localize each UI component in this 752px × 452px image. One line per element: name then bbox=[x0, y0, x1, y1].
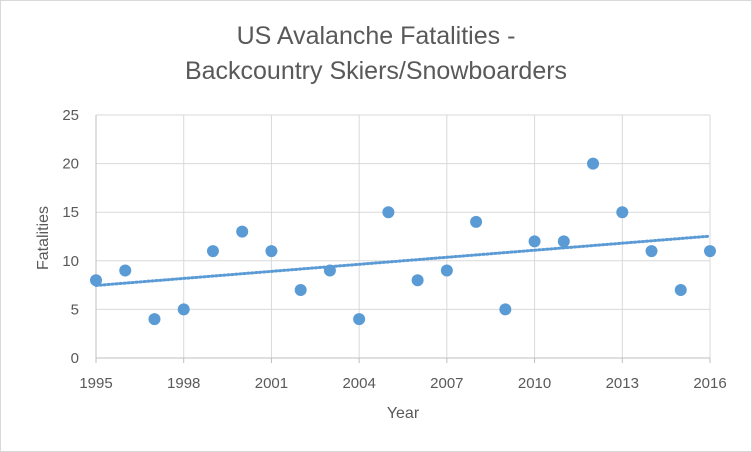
trendline bbox=[94, 234, 712, 287]
x-tick-label: 2001 bbox=[255, 375, 288, 392]
data-point bbox=[177, 303, 190, 316]
trendline-layer bbox=[94, 234, 712, 287]
data-point bbox=[148, 313, 161, 326]
data-point bbox=[236, 225, 249, 238]
data-point bbox=[323, 264, 336, 277]
tick-labels: 0 5 10 15 20 25 1995 1998 2001 2004 2007 2010 2013 20… bbox=[62, 107, 726, 392]
x-tick-label: 1998 bbox=[167, 375, 200, 392]
chart-title: US Avalanche Fatalities - Backcountry Sk… bbox=[1, 19, 751, 89]
chart-title-line-1: US Avalanche Fatalities - bbox=[236, 22, 516, 50]
x-tick-label: 2013 bbox=[606, 375, 639, 392]
x-tick-label: 2016 bbox=[693, 375, 726, 392]
data-point bbox=[294, 283, 307, 296]
data-point bbox=[382, 206, 395, 219]
data-point bbox=[616, 206, 629, 219]
y-tick-label: 20 bbox=[62, 156, 79, 173]
data-point bbox=[206, 245, 219, 258]
data-point bbox=[440, 264, 453, 277]
data-point bbox=[353, 313, 366, 326]
y-tick-label: 25 bbox=[62, 107, 79, 124]
data-point bbox=[674, 283, 687, 296]
data-point bbox=[645, 245, 658, 258]
data-point bbox=[265, 245, 278, 258]
x-axis-title: Year bbox=[387, 405, 420, 422]
data-point bbox=[499, 303, 512, 316]
data-point bbox=[90, 274, 102, 287]
gridlines bbox=[96, 114, 711, 358]
data-points bbox=[90, 157, 716, 326]
y-tick-label: 0 bbox=[71, 350, 79, 367]
y-tick-label: 5 bbox=[71, 301, 79, 318]
x-tick-label: 2004 bbox=[342, 375, 375, 392]
data-point bbox=[528, 235, 541, 248]
axes bbox=[95, 115, 711, 363]
data-point bbox=[411, 274, 424, 287]
data-point bbox=[119, 264, 132, 277]
data-point bbox=[470, 215, 483, 228]
chart-title-line-2: Backcountry Skiers/Snowboarders bbox=[184, 57, 568, 85]
y-axis-title: Fatalities bbox=[35, 206, 52, 270]
y-tick-label: 10 bbox=[62, 253, 79, 270]
y-tick-label: 15 bbox=[62, 204, 79, 221]
x-tick-label: 2010 bbox=[518, 375, 551, 392]
x-tick-label: 1995 bbox=[79, 375, 112, 392]
data-point bbox=[704, 245, 716, 258]
data-point bbox=[557, 235, 570, 248]
x-tick-label: 2007 bbox=[430, 375, 463, 392]
data-point bbox=[587, 157, 600, 170]
